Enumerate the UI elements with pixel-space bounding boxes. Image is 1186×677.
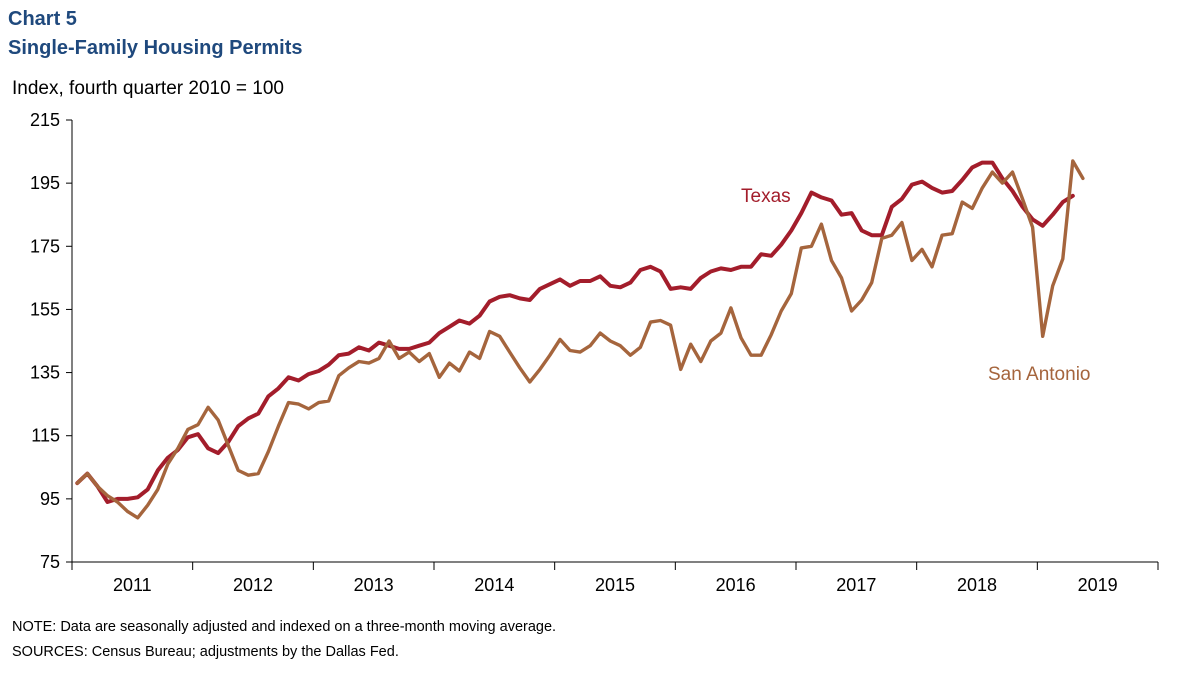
y-tick-label: 215 [30,110,60,130]
footnote-note: NOTE: Data are seasonally adjusted and i… [12,619,557,635]
x-axis: 2011 2012 2013 2014 2015 2016 2017 2018 2019 [71,561,1159,595]
y-tick-label: 155 [30,299,60,319]
y-axis-label: Index, fourth quarter 2010 = 100 [12,78,285,99]
x-tick-label: 2013 [354,575,394,595]
x-tick-label: 2011 [113,575,152,595]
y-tick-label: 195 [30,173,60,193]
y-tick-label: 115 [31,426,60,446]
y-tick-label: 175 [30,236,60,256]
x-tick-label: 2016 [716,575,756,595]
x-tick-label: 2018 [957,575,997,595]
y-tick-label: 95 [40,489,60,509]
x-tick-label: 2014 [474,575,514,595]
x-tick-label: 2015 [595,575,635,595]
san-antonio-series-label: San Antonio [988,364,1090,385]
series-lines [75,159,1085,520]
chart-number: Chart 5 [8,8,77,30]
texas-line [75,160,1075,504]
san-antonio-line [75,159,1085,520]
footnote-sources: SOURCES: Census Bureau; adjustments by t… [12,644,399,660]
y-tick-label: 135 [30,363,60,383]
x-tick-label: 2017 [836,575,876,595]
chart-title: Single-Family Housing Permits [8,37,303,59]
y-tick-label: 75 [40,552,60,572]
texas-series-label: Texas [741,186,791,207]
x-tick-label: 2012 [233,575,273,595]
x-tick-label: 2019 [1078,575,1118,595]
y-axis: 75 95 115 135 155 175 195 215 [30,110,73,572]
